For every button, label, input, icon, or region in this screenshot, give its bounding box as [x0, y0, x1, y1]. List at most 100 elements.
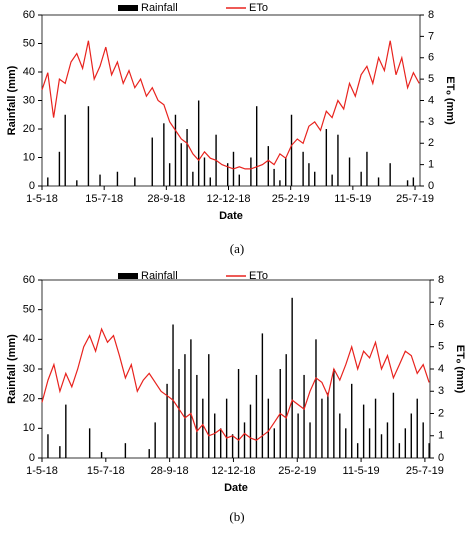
y2-tick-label: 3 — [438, 385, 444, 397]
rain-bar — [285, 354, 287, 458]
y-tick-label: 30 — [23, 363, 35, 375]
rain-bar — [267, 146, 270, 186]
rain-bar — [88, 428, 91, 458]
y-tick-label: 60 — [23, 274, 35, 286]
x-tick-label: 15-7-18 — [87, 465, 125, 477]
y2-tick-label: 5 — [428, 73, 434, 85]
plot-frame — [41, 14, 421, 187]
rain-bar — [356, 443, 359, 458]
rain-bar — [225, 398, 228, 458]
rain-bar — [250, 157, 252, 186]
rain-bar — [99, 174, 101, 186]
rain-bar — [337, 134, 339, 186]
y-tick-label: 0 — [29, 180, 35, 192]
eto-line — [41, 40, 420, 170]
rain-bar — [180, 143, 182, 186]
rain-bar — [208, 354, 210, 458]
rain-bar — [267, 398, 270, 458]
rain-bar — [186, 129, 188, 186]
rain-bar — [360, 171, 362, 186]
rain-bar — [202, 398, 204, 458]
y-tick-label: 40 — [23, 66, 35, 78]
y-axis-title: Rainfall (mm) — [6, 65, 18, 135]
x-tick-label: 12-12-18 — [206, 193, 250, 205]
rain-bar — [374, 398, 377, 458]
caption: (b) — [229, 509, 244, 524]
y-axis-title: Rainfall (mm) — [6, 334, 18, 404]
rain-bar — [172, 324, 174, 458]
rain-bar — [279, 180, 281, 186]
rain-bar — [163, 123, 165, 186]
y2-tick-label: 3 — [428, 116, 434, 128]
rain-bar — [219, 428, 222, 458]
rain-bar — [238, 174, 240, 186]
legend-swatch — [118, 5, 138, 11]
rain-bar — [231, 434, 234, 458]
rain-bar — [168, 163, 171, 186]
rain-bar — [154, 422, 156, 458]
rain-bar — [184, 354, 186, 458]
rain-bar — [351, 383, 353, 458]
rain-bar — [64, 114, 66, 186]
rain-bar — [333, 369, 335, 458]
panel: 0 10 20 30 40 50 60 0 1 2 3 4 5 6 7 8 1-5-18 15-7-18 28-9-… — [6, 270, 466, 524]
rain-bar — [47, 177, 49, 186]
x-tick-label: 25-2-19 — [272, 193, 310, 205]
rain-bar — [386, 422, 389, 458]
x-tick-label: 28-9-18 — [147, 193, 185, 205]
rain-bar — [243, 422, 246, 458]
x-axis-title: Date — [219, 210, 243, 222]
y2-tick-label: 0 — [428, 180, 434, 192]
panel: 0 10 20 30 40 50 60 0 1 2 3 4 5 6 7 8 1-5-18 15-7-18 28-9-… — [6, 2, 456, 256]
rain-bar — [87, 106, 90, 186]
y2-tick-label: 5 — [438, 341, 444, 353]
rain-bar — [58, 151, 61, 186]
rain-bar — [166, 383, 168, 458]
rain-bar — [209, 177, 211, 186]
rain-bar — [261, 333, 264, 458]
rain-bar — [368, 428, 371, 458]
rain-bar — [362, 404, 365, 458]
rain-bar — [416, 398, 418, 458]
rain-bar — [237, 369, 240, 458]
rain-bar — [255, 106, 258, 186]
rain-bar — [404, 428, 407, 458]
y-tick-label: 30 — [23, 94, 35, 106]
rain-bar — [192, 171, 194, 186]
rain-bar — [309, 422, 311, 458]
rain-bar — [314, 171, 316, 186]
rain-bar — [389, 163, 391, 186]
rain-bar — [412, 177, 415, 186]
y-tick-label: 40 — [23, 333, 35, 345]
y2-tick-label: 1 — [428, 159, 434, 171]
rain-bar — [196, 374, 198, 458]
y2-tick-label: 4 — [428, 94, 434, 106]
rain-bar — [325, 129, 328, 186]
rain-bar — [174, 114, 177, 186]
rain-bar — [392, 392, 395, 458]
y2-tick-label: 7 — [428, 30, 434, 42]
x-tick-label: 28-9-18 — [151, 465, 189, 477]
rain-bar — [255, 374, 258, 458]
rain-bar — [348, 157, 351, 186]
rain-bar — [203, 157, 206, 186]
y2-tick-label: 2 — [428, 137, 434, 149]
legend-label: ETo — [249, 2, 268, 14]
y2-tick-label: 7 — [438, 296, 444, 308]
rain-bar — [410, 413, 412, 458]
y2-tick-label: 8 — [428, 9, 434, 21]
rain-bar — [249, 404, 252, 458]
rain-bar — [124, 443, 127, 458]
x-tick-label: 25-7-19 — [406, 465, 444, 477]
rain-bar — [398, 443, 401, 458]
rain-bar — [297, 413, 299, 458]
rain-bar — [303, 374, 305, 458]
y-tick-label: 50 — [23, 304, 35, 316]
rain-bar — [291, 297, 293, 458]
y-tick-label: 50 — [23, 37, 35, 49]
x-tick-label: 25-2-19 — [278, 465, 316, 477]
rain-bar — [273, 428, 275, 458]
legend-label: Rainfall — [141, 270, 178, 282]
y-tick-label: 60 — [23, 9, 35, 21]
